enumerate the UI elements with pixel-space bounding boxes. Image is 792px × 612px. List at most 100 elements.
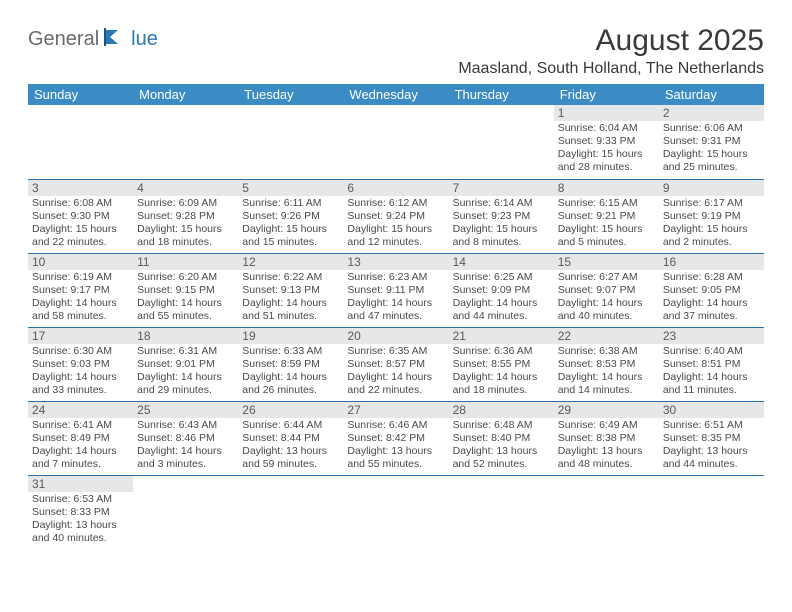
calendar-cell: 1Sunrise: 6:04 AMSunset: 9:33 PMDaylight… [554,105,659,179]
calendar-cell [449,105,554,179]
sun-info: Sunrise: 6:25 AMSunset: 9:09 PMDaylight:… [449,270,554,323]
sun-info: Sunrise: 6:46 AMSunset: 8:42 PMDaylight:… [343,418,448,471]
day-header: Friday [554,84,659,105]
header: General lue August 2025 Maasland, South … [28,24,764,78]
day-number: 27 [343,402,448,418]
sun-info: Sunrise: 6:11 AMSunset: 9:26 PMDaylight:… [238,196,343,249]
day-number: 26 [238,402,343,418]
location: Maasland, South Holland, The Netherlands [458,60,764,78]
calendar-week-row: 17Sunrise: 6:30 AMSunset: 9:03 PMDayligh… [28,327,764,401]
calendar-cell [343,475,448,549]
logo-word-blue: lue [131,28,158,51]
calendar-cell: 12Sunrise: 6:22 AMSunset: 9:13 PMDayligh… [238,253,343,327]
sun-info: Sunrise: 6:38 AMSunset: 8:53 PMDaylight:… [554,344,659,397]
day-number: 5 [238,180,343,196]
calendar-cell: 25Sunrise: 6:43 AMSunset: 8:46 PMDayligh… [133,401,238,475]
sun-info: Sunrise: 6:22 AMSunset: 9:13 PMDaylight:… [238,270,343,323]
sun-info: Sunrise: 6:43 AMSunset: 8:46 PMDaylight:… [133,418,238,471]
sun-info: Sunrise: 6:30 AMSunset: 9:03 PMDaylight:… [28,344,133,397]
calendar-table: SundayMondayTuesdayWednesdayThursdayFrid… [28,84,764,549]
sun-info: Sunrise: 6:33 AMSunset: 8:59 PMDaylight:… [238,344,343,397]
calendar-cell: 7Sunrise: 6:14 AMSunset: 9:23 PMDaylight… [449,179,554,253]
page: General lue August 2025 Maasland, South … [0,0,792,573]
calendar-cell: 6Sunrise: 6:12 AMSunset: 9:24 PMDaylight… [343,179,448,253]
day-number: 3 [28,180,133,196]
calendar-cell: 2Sunrise: 6:06 AMSunset: 9:31 PMDaylight… [659,105,764,179]
calendar-week-row: 3Sunrise: 6:08 AMSunset: 9:30 PMDaylight… [28,179,764,253]
sun-info: Sunrise: 6:27 AMSunset: 9:07 PMDaylight:… [554,270,659,323]
calendar-cell: 15Sunrise: 6:27 AMSunset: 9:07 PMDayligh… [554,253,659,327]
sun-info: Sunrise: 6:51 AMSunset: 8:35 PMDaylight:… [659,418,764,471]
sun-info: Sunrise: 6:20 AMSunset: 9:15 PMDaylight:… [133,270,238,323]
calendar-cell [554,475,659,549]
day-number: 2 [659,105,764,121]
calendar-cell: 27Sunrise: 6:46 AMSunset: 8:42 PMDayligh… [343,401,448,475]
day-number: 21 [449,328,554,344]
day-number: 19 [238,328,343,344]
day-number: 29 [554,402,659,418]
logo: General lue [28,28,158,51]
day-number: 13 [343,254,448,270]
calendar-cell: 30Sunrise: 6:51 AMSunset: 8:35 PMDayligh… [659,401,764,475]
calendar-cell [343,105,448,179]
calendar-week-row: 10Sunrise: 6:19 AMSunset: 9:17 PMDayligh… [28,253,764,327]
calendar-cell [238,475,343,549]
day-number: 22 [554,328,659,344]
calendar-cell: 31Sunrise: 6:53 AMSunset: 8:33 PMDayligh… [28,475,133,549]
sun-info: Sunrise: 6:23 AMSunset: 9:11 PMDaylight:… [343,270,448,323]
day-number: 24 [28,402,133,418]
day-header: Thursday [449,84,554,105]
calendar-cell [238,105,343,179]
calendar-cell: 9Sunrise: 6:17 AMSunset: 9:19 PMDaylight… [659,179,764,253]
day-header: Wednesday [343,84,448,105]
day-number: 10 [28,254,133,270]
sun-info: Sunrise: 6:19 AMSunset: 9:17 PMDaylight:… [28,270,133,323]
calendar-cell: 19Sunrise: 6:33 AMSunset: 8:59 PMDayligh… [238,327,343,401]
calendar-cell: 21Sunrise: 6:36 AMSunset: 8:55 PMDayligh… [449,327,554,401]
calendar-cell: 20Sunrise: 6:35 AMSunset: 8:57 PMDayligh… [343,327,448,401]
calendar-cell [133,475,238,549]
day-number: 8 [554,180,659,196]
calendar-cell: 5Sunrise: 6:11 AMSunset: 9:26 PMDaylight… [238,179,343,253]
day-number: 25 [133,402,238,418]
calendar-cell: 3Sunrise: 6:08 AMSunset: 9:30 PMDaylight… [28,179,133,253]
flag-icon [104,28,126,51]
sun-info: Sunrise: 6:06 AMSunset: 9:31 PMDaylight:… [659,121,764,174]
day-number: 4 [133,180,238,196]
day-number: 18 [133,328,238,344]
sun-info: Sunrise: 6:12 AMSunset: 9:24 PMDaylight:… [343,196,448,249]
calendar-cell: 23Sunrise: 6:40 AMSunset: 8:51 PMDayligh… [659,327,764,401]
day-number: 30 [659,402,764,418]
day-number: 31 [28,476,133,492]
calendar-cell: 8Sunrise: 6:15 AMSunset: 9:21 PMDaylight… [554,179,659,253]
day-number: 23 [659,328,764,344]
day-number: 9 [659,180,764,196]
sun-info: Sunrise: 6:40 AMSunset: 8:51 PMDaylight:… [659,344,764,397]
day-number: 17 [28,328,133,344]
sun-info: Sunrise: 6:08 AMSunset: 9:30 PMDaylight:… [28,196,133,249]
calendar-week-row: 24Sunrise: 6:41 AMSunset: 8:49 PMDayligh… [28,401,764,475]
day-number: 11 [133,254,238,270]
sun-info: Sunrise: 6:28 AMSunset: 9:05 PMDaylight:… [659,270,764,323]
day-header: Sunday [28,84,133,105]
calendar-cell [133,105,238,179]
calendar-cell: 28Sunrise: 6:48 AMSunset: 8:40 PMDayligh… [449,401,554,475]
sun-info: Sunrise: 6:36 AMSunset: 8:55 PMDaylight:… [449,344,554,397]
calendar-cell: 13Sunrise: 6:23 AMSunset: 9:11 PMDayligh… [343,253,448,327]
day-number: 6 [343,180,448,196]
logo-word-general: General [28,28,99,51]
calendar-body: 1Sunrise: 6:04 AMSunset: 9:33 PMDaylight… [28,105,764,549]
day-number: 16 [659,254,764,270]
calendar-cell: 24Sunrise: 6:41 AMSunset: 8:49 PMDayligh… [28,401,133,475]
calendar-cell: 17Sunrise: 6:30 AMSunset: 9:03 PMDayligh… [28,327,133,401]
sun-info: Sunrise: 6:04 AMSunset: 9:33 PMDaylight:… [554,121,659,174]
day-number: 7 [449,180,554,196]
sun-info: Sunrise: 6:17 AMSunset: 9:19 PMDaylight:… [659,196,764,249]
calendar-week-row: 1Sunrise: 6:04 AMSunset: 9:33 PMDaylight… [28,105,764,179]
sun-info: Sunrise: 6:44 AMSunset: 8:44 PMDaylight:… [238,418,343,471]
calendar-cell: 16Sunrise: 6:28 AMSunset: 9:05 PMDayligh… [659,253,764,327]
month-year: August 2025 [458,24,764,58]
sun-info: Sunrise: 6:09 AMSunset: 9:28 PMDaylight:… [133,196,238,249]
day-number: 14 [449,254,554,270]
day-number: 28 [449,402,554,418]
